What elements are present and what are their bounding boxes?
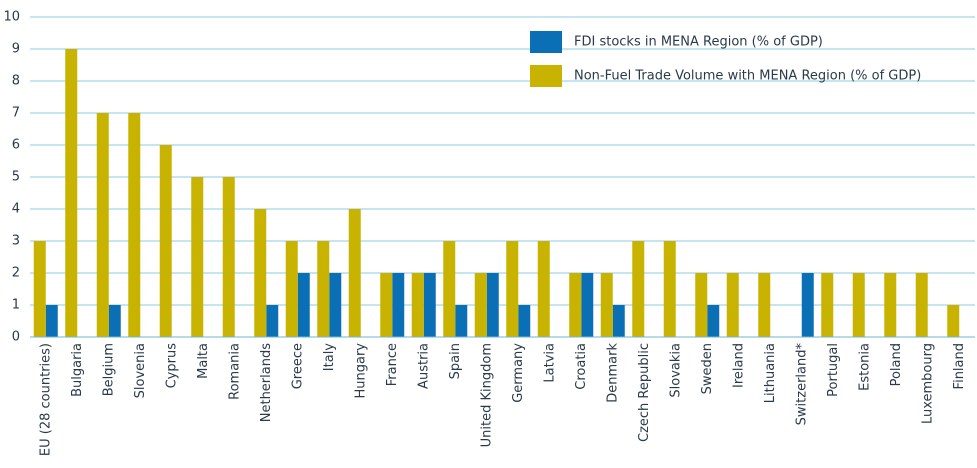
x-tick-label: Sweden xyxy=(700,343,715,394)
bar xyxy=(423,273,436,337)
bar xyxy=(96,113,109,337)
bar xyxy=(266,305,279,337)
x-tick-label: Netherlands xyxy=(259,343,274,422)
bar xyxy=(801,273,814,337)
bar xyxy=(285,241,298,337)
bar xyxy=(380,273,393,337)
bar xyxy=(128,113,141,337)
bar xyxy=(411,273,424,337)
x-tick-label: Lithuania xyxy=(763,343,778,403)
bar xyxy=(581,273,594,337)
x-tick-label: EU (28 countries) xyxy=(38,343,53,456)
legend-label: FDI stocks in MENA Region (% of GDP) xyxy=(574,35,823,50)
x-tick-label: Italy xyxy=(322,343,337,372)
x-tick-label: Belgium xyxy=(101,343,116,396)
y-tick-label: 2 xyxy=(12,266,20,281)
bar xyxy=(443,241,456,337)
legend-swatch xyxy=(530,31,562,53)
x-tick-label: Slovakia xyxy=(668,343,683,398)
bar xyxy=(348,209,361,337)
bar xyxy=(612,305,625,337)
bar xyxy=(191,177,204,337)
bar xyxy=(486,273,499,337)
bar xyxy=(254,209,267,337)
bar xyxy=(663,241,676,337)
x-tick-label: Austria xyxy=(416,343,431,389)
x-tick-label: Slovenia xyxy=(133,343,148,398)
x-tick-label: Switzerland* xyxy=(794,343,809,426)
y-tick-label: 1 xyxy=(12,298,20,313)
x-tick-label: Denmark xyxy=(605,343,620,403)
x-tick-label: Cyprus xyxy=(164,343,179,389)
x-tick-label: France xyxy=(385,343,400,386)
bar xyxy=(317,241,330,337)
bar xyxy=(852,273,865,337)
x-tick-label: Greece xyxy=(290,343,305,389)
x-tick-label: United Kingdom xyxy=(479,343,494,447)
y-tick-label: 7 xyxy=(12,106,20,121)
bar xyxy=(506,241,519,337)
legend-label: Non-Fuel Trade Volume with MENA Region (… xyxy=(574,69,921,84)
bar xyxy=(821,273,834,337)
bar xyxy=(947,305,960,337)
x-tick-label: Malta xyxy=(196,343,211,379)
bar xyxy=(159,145,172,337)
x-tick-label: Poland xyxy=(889,343,904,386)
bar xyxy=(45,305,58,337)
bar xyxy=(632,241,645,337)
bar xyxy=(758,273,771,337)
x-tick-label: Portugal xyxy=(826,343,841,397)
y-tick-label: 8 xyxy=(12,74,20,89)
bar xyxy=(392,273,405,337)
bar xyxy=(884,273,897,337)
bar xyxy=(695,273,708,337)
bar xyxy=(518,305,531,337)
bar xyxy=(33,241,46,337)
x-tick-label: Estonia xyxy=(857,343,872,391)
bar xyxy=(297,273,310,337)
bar xyxy=(65,49,78,337)
bar xyxy=(537,241,550,337)
x-tick-label: Luxembourg xyxy=(920,343,935,424)
y-tick-label: 0 xyxy=(12,330,20,345)
bar xyxy=(569,273,582,337)
x-tick-label: Croatia xyxy=(574,343,589,390)
bar xyxy=(600,273,613,337)
bar xyxy=(474,273,487,337)
legend-swatch xyxy=(530,65,562,87)
bar xyxy=(915,273,928,337)
y-tick-label: 4 xyxy=(12,202,20,217)
bar xyxy=(707,305,720,337)
x-tick-label: Bulgaria xyxy=(70,343,85,397)
x-tick-label: Spain xyxy=(448,343,463,379)
y-tick-label: 3 xyxy=(12,234,20,249)
x-tick-label: Ireland xyxy=(731,343,746,388)
bar xyxy=(726,273,739,337)
x-tick-label: Romania xyxy=(227,343,242,400)
bar xyxy=(455,305,468,337)
y-tick-label: 9 xyxy=(12,42,20,57)
x-tick-label: Germany xyxy=(511,343,526,403)
x-tick-label: Hungary xyxy=(353,343,368,399)
y-tick-label: 5 xyxy=(12,170,20,185)
bar xyxy=(329,273,342,337)
x-tick-label: Finland xyxy=(952,343,967,389)
bar xyxy=(222,177,235,337)
bar xyxy=(108,305,121,337)
y-tick-label: 6 xyxy=(12,138,20,153)
x-tick-label: Latvia xyxy=(542,343,557,383)
y-tick-label: 10 xyxy=(3,10,20,25)
x-tick-label: Czech Republic xyxy=(637,343,652,442)
